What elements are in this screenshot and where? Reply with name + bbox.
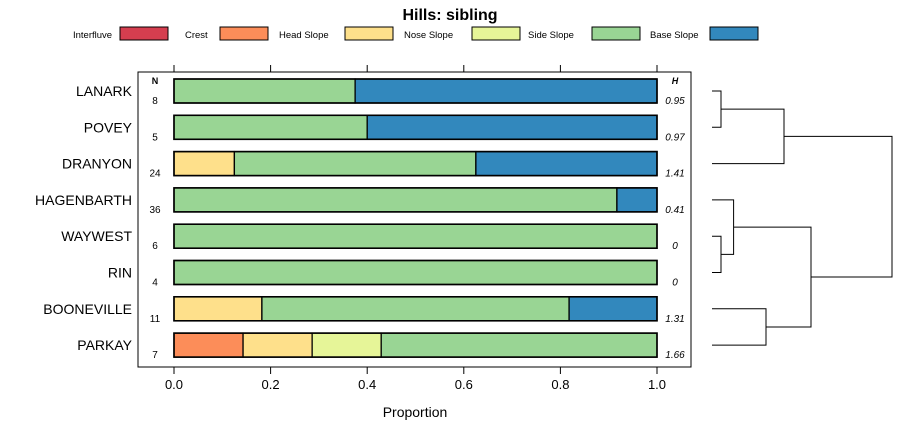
bar-segment: [475, 150, 658, 177]
row-label: LANARK: [76, 83, 133, 99]
dendrogram-branch: [712, 199, 735, 255]
chart-title: Hills: sibling: [402, 7, 497, 24]
bar-outline: [173, 150, 658, 177]
n-value: 4: [152, 278, 158, 289]
row-label: BOONEVILLE: [43, 301, 132, 317]
legend-label: Side Slope: [528, 30, 574, 41]
row-label: HAGENBARTH: [35, 192, 132, 208]
bar-outline: [173, 332, 658, 358]
bar-segment: [380, 332, 658, 358]
legend-swatch: [471, 26, 521, 41]
x-axis: 0.0 0.2 0.4 0.6 0.8 1.0: [165, 65, 666, 392]
x-axis-label: Proportion: [383, 404, 448, 420]
bar-outline: [173, 223, 658, 249]
x-tick-label: 0.8: [551, 377, 569, 392]
x-tick-label: 1.0: [648, 377, 666, 392]
bar-segment: [354, 78, 658, 104]
n-value: 6: [152, 241, 158, 252]
n-value: 8: [152, 96, 158, 107]
h-value: 0: [672, 278, 678, 289]
bar-segment: [233, 150, 477, 177]
h-value: 0.97: [665, 132, 685, 143]
row-labels: LANARK 8 0.95 POVEY 5 0.97 DRANYON 24 1.41 HAGENB…: [35, 83, 685, 361]
n-value: 7: [152, 350, 158, 361]
legend-swatch: [591, 26, 641, 41]
bar-segment: [366, 114, 658, 140]
x-tick-label: 0.4: [358, 377, 376, 392]
h-value: 1.31: [665, 314, 684, 325]
dendrogram-branch: [784, 135, 893, 278]
legend-swatch: [219, 26, 269, 41]
h-value: 1.66: [665, 350, 685, 361]
n-header: N: [152, 76, 159, 86]
bars: [173, 78, 658, 358]
bar-segment: [173, 114, 368, 140]
dendrogram: [712, 90, 893, 346]
x-tick-label: 0.6: [455, 377, 473, 392]
bar-segment: [568, 296, 658, 322]
row-label: POVEY: [84, 119, 133, 135]
bar-outline: [173, 78, 658, 104]
x-tick-label: 0.0: [165, 377, 183, 392]
row-label: PARKAY: [77, 337, 132, 353]
h-value: 1.41: [665, 169, 684, 180]
bar-outline: [173, 259, 658, 286]
legend-label: Nose Slope: [404, 30, 453, 41]
h-value: 0.95: [665, 96, 685, 107]
row-label: WAYWEST: [61, 228, 132, 244]
dendrogram-branch: [712, 235, 722, 273]
legend-swatch: [344, 26, 394, 41]
legend-label: Head Slope: [279, 30, 329, 41]
bar-segment: [173, 259, 658, 286]
row-label: DRANYON: [62, 156, 132, 172]
dendrogram-branch: [712, 90, 722, 128]
h-header: H: [672, 76, 679, 86]
x-tick-label: 0.2: [262, 377, 280, 392]
bar-segment: [616, 187, 658, 213]
bar-segment: [261, 296, 570, 322]
dendrogram-branch: [712, 308, 767, 346]
h-value: 0: [672, 241, 678, 252]
bar-segment: [173, 223, 658, 249]
bar-segment: [173, 78, 356, 104]
bar-segment: [173, 332, 244, 358]
legend-label: Interfluve: [73, 30, 112, 41]
bar-segment: [242, 332, 313, 358]
bar-segment: [173, 187, 618, 213]
n-value: 36: [149, 205, 161, 216]
legend-swatch: [119, 26, 169, 41]
dendrogram-branch: [733, 226, 812, 328]
n-value: 5: [152, 132, 158, 143]
h-value: 0.41: [665, 205, 684, 216]
n-value: 24: [149, 169, 161, 180]
legend-label: Crest: [185, 30, 208, 41]
row-label: RIN: [108, 265, 132, 281]
bar-segment: [173, 150, 236, 177]
bar-segment: [311, 332, 382, 358]
legend-swatch: [709, 26, 759, 41]
legend-label: Base Slope: [650, 30, 699, 41]
dendrogram-branch: [712, 108, 785, 165]
bar-outline: [173, 114, 658, 141]
plot-frame: [137, 71, 692, 368]
bar-segment: [173, 296, 263, 322]
legend: Interfluve Crest Head Slope Nose Slope Side …: [73, 26, 759, 41]
bar-outline: [173, 295, 658, 322]
bar-outline: [173, 187, 658, 213]
n-value: 11: [150, 314, 161, 325]
